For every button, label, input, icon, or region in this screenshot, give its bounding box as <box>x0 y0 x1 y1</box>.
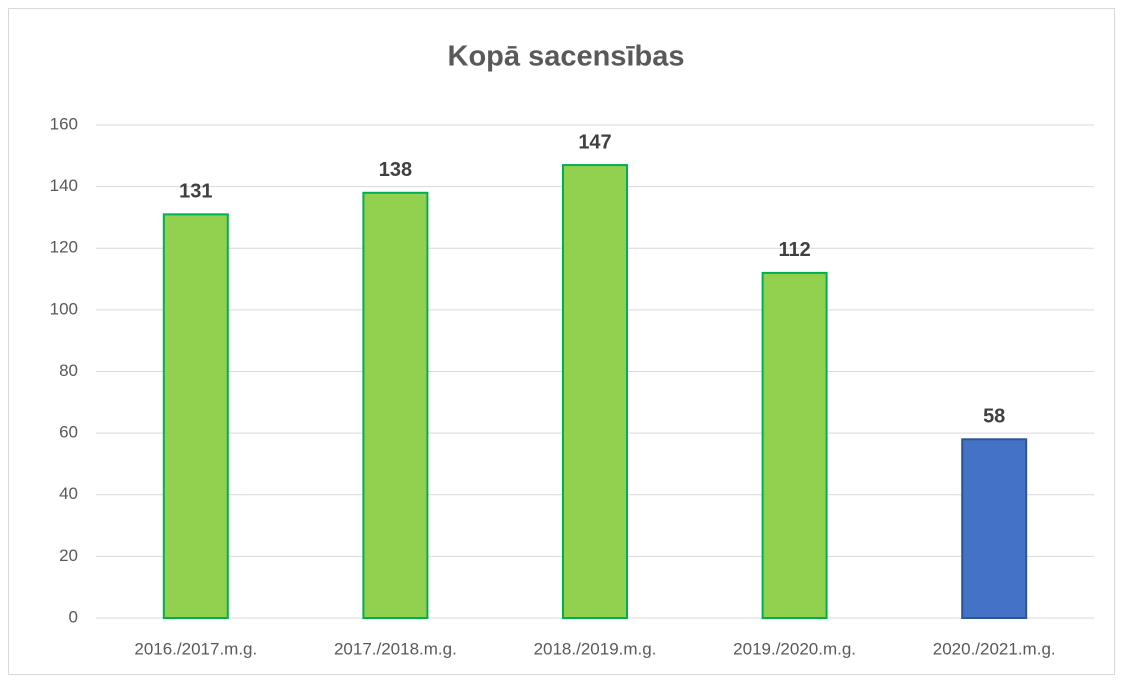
bar <box>162 213 229 619</box>
y-tick-label: 160 <box>50 114 78 133</box>
y-tick-label: 120 <box>50 238 78 257</box>
data-label: 58 <box>983 406 1005 428</box>
y-tick-label: 0 <box>69 607 78 626</box>
y-tick-label: 60 <box>59 423 78 442</box>
y-tick-label: 100 <box>50 299 78 318</box>
x-tick-label: 2018./2019.m.g. <box>534 639 657 658</box>
y-tick-label: 20 <box>59 546 78 565</box>
x-tick-label: 2017./2018.m.g. <box>334 639 457 658</box>
data-label: 147 <box>578 131 611 153</box>
data-label: 131 <box>179 181 212 203</box>
bar <box>362 191 429 619</box>
bar <box>761 271 828 619</box>
y-tick-label: 140 <box>50 176 78 195</box>
y-tick-label: 80 <box>59 361 78 380</box>
bar <box>562 164 628 619</box>
x-tick-label: 2019./2020.m.g. <box>733 639 856 658</box>
bar <box>961 438 1028 619</box>
data-label: 138 <box>379 159 412 181</box>
x-tick-label: 2016./2017.m.g. <box>134 639 257 658</box>
data-label: 112 <box>778 239 810 261</box>
y-tick-label: 40 <box>59 484 78 503</box>
x-tick-label: 2020./2021.m.g. <box>933 639 1056 658</box>
chart-title: Kopā sacensības <box>448 41 685 73</box>
